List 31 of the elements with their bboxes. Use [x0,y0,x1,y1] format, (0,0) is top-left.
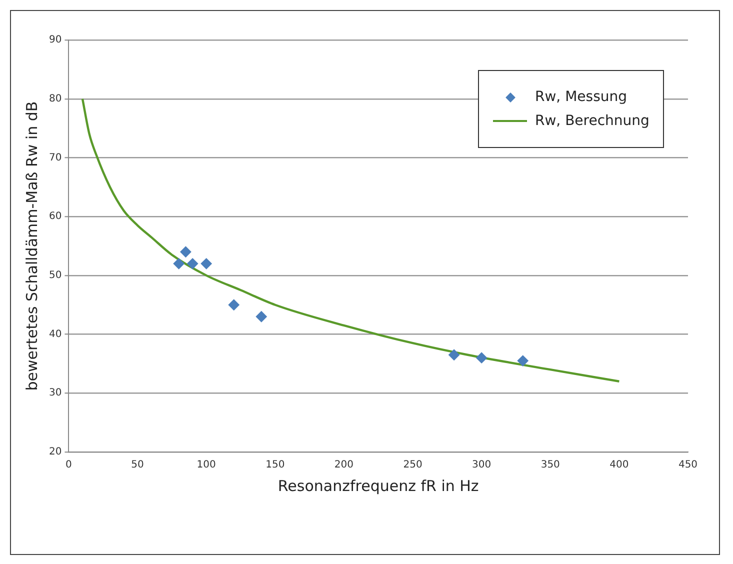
legend-label: Rw, Messung [535,89,627,105]
x-tick-label: 0 [66,460,72,471]
x-tick-label: 450 [678,460,698,471]
point [256,311,267,322]
x-tick-label: 50 [131,460,144,471]
y-tick-label: 60 [48,211,62,222]
x-tick-label: 200 [334,460,354,471]
y-tick-label: 90 [48,34,62,46]
x-tick-label: 250 [403,460,422,471]
y-tick-label: 50 [48,270,62,282]
y-tick-label: 70 [48,152,62,164]
point [180,246,192,258]
y-tick-label: 40 [48,328,62,340]
point [228,299,240,310]
point [517,355,528,366]
y-tick-label: 30 [48,388,62,399]
point [187,258,198,270]
y-tick-label: 20 [48,446,62,458]
y-tick-label: 80 [48,93,62,104]
point [448,349,460,360]
legend-label: Rw, Berechnung [535,113,650,129]
x-tick-label: 150 [266,460,285,471]
x-tick-label: 100 [196,460,216,471]
x-tick-label: 300 [472,460,492,471]
point [200,258,212,270]
point [173,258,184,270]
x-tick-label: 400 [610,460,629,471]
point [476,352,488,364]
y-axis-title: bewertetes Schalldämm-Maß Rw in dB [22,101,41,391]
x-axis-title: Resonanzfrequenz fR in Hz [278,476,479,495]
x-tick-label: 350 [540,460,560,471]
